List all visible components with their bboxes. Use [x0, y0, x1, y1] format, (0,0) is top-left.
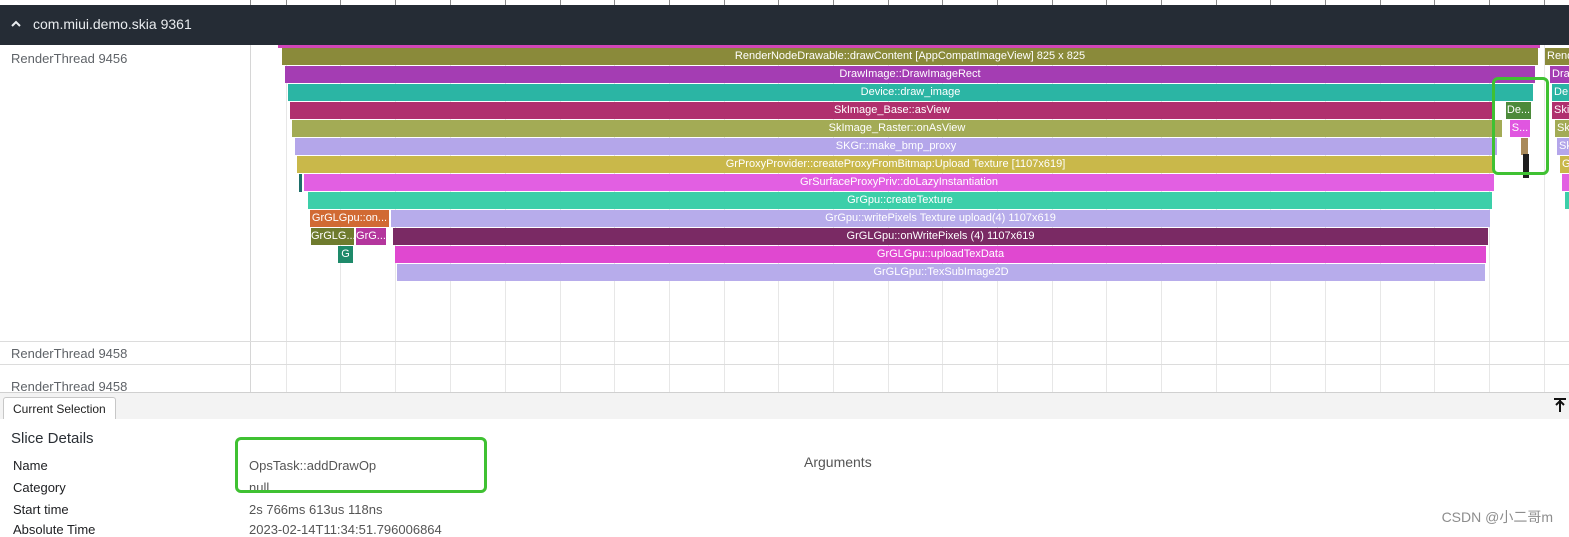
- slice-parent-thin[interactable]: [278, 45, 1540, 48]
- pin-top-icon[interactable]: [1553, 397, 1567, 413]
- ruler-tick: [1489, 0, 1490, 5]
- chevron-up-icon[interactable]: [10, 18, 22, 30]
- track-separator: [0, 341, 1569, 342]
- slice[interactable]: DrawImage::DrawImageRect: [285, 66, 1535, 83]
- detail-value-absolute-time: 2023-02-14T11:34:51.796006864: [249, 522, 442, 537]
- ruler-tick: [560, 0, 561, 5]
- thread-label: RenderThread 9458: [11, 346, 128, 361]
- track-separator: [0, 364, 1569, 365]
- ruler-tick: [340, 0, 341, 5]
- slice-tiny[interactable]: [1521, 138, 1528, 155]
- slice-small[interactable]: GrGLGpu::on...: [310, 210, 389, 227]
- ruler-tick: [450, 0, 451, 5]
- detail-label-category: Category: [13, 480, 66, 495]
- ruler-tick: [833, 0, 834, 5]
- slice[interactable]: Device::draw_image: [288, 84, 1533, 101]
- slice-edge[interactable]: [1562, 174, 1569, 191]
- ruler-tick: [888, 0, 889, 5]
- ruler-tick: [1544, 0, 1545, 5]
- slice-tiny[interactable]: [299, 174, 302, 192]
- ruler-tick: [942, 0, 943, 5]
- ruler-tick: [724, 0, 725, 5]
- ruler-tick: [1216, 0, 1217, 5]
- ruler-tick: [395, 0, 396, 5]
- slice[interactable]: RenderNodeDrawable::drawContent [AppComp…: [282, 48, 1538, 65]
- ruler-tick: [1161, 0, 1162, 5]
- ruler-tick: [997, 0, 998, 5]
- ruler-tick: [1380, 0, 1381, 5]
- slice-small[interactable]: GrG...: [356, 228, 386, 245]
- slice[interactable]: GrGpu::createTexture: [308, 192, 1492, 209]
- slice[interactable]: GrGLGpu::onWritePixels (4) 1107x619: [393, 228, 1488, 245]
- ruler-tick: [1325, 0, 1326, 5]
- detail-label-absolute-time: Absolute Time: [13, 522, 96, 537]
- timeline-ruler: [0, 0, 1569, 5]
- tab-current-selection[interactable]: Current Selection: [3, 397, 116, 420]
- highlight-box-name: [235, 437, 487, 493]
- slice[interactable]: GrGpu::writePixels Texture upload(4) 110…: [391, 210, 1490, 227]
- slice-edge[interactable]: Dra: [1550, 66, 1569, 83]
- slice-tiny[interactable]: [1523, 154, 1529, 178]
- thread-track-renderthread-9458-b[interactable]: RenderThread 9458: [0, 365, 1569, 394]
- ruler-tick: [250, 0, 251, 5]
- slice-edge[interactable]: G: [1560, 156, 1569, 173]
- thread-label: RenderThread 9458: [11, 379, 128, 394]
- process-title: com.miui.demo.skia 9361: [33, 16, 192, 32]
- grid-line: [286, 45, 287, 392]
- detail-value-name[interactable]: OpsTask::addDrawOp: [249, 458, 377, 473]
- process-track-header[interactable]: com.miui.demo.skia 9361: [0, 5, 1569, 45]
- slice[interactable]: GrGLGpu::uploadTexData: [395, 246, 1486, 263]
- slice-edge[interactable]: Sk: [1555, 120, 1569, 137]
- slice[interactable]: GrGLGpu::TexSubImage2D: [397, 264, 1485, 281]
- details-panel-header: Current Selection: [0, 392, 1569, 420]
- slice-small[interactable]: S...: [1510, 120, 1530, 137]
- arguments-title: Arguments: [804, 454, 872, 470]
- ruler-tick: [286, 0, 287, 5]
- detail-label-name: Name: [13, 458, 48, 473]
- slice-small[interactable]: De...: [1506, 102, 1531, 119]
- slice-edge[interactable]: [1565, 192, 1569, 209]
- slice-small[interactable]: GrGLG...: [311, 228, 354, 245]
- ruler-tick: [505, 0, 506, 5]
- thread-track-renderthread-9458[interactable]: RenderThread 9458: [0, 342, 1569, 364]
- highlight-box-slices: [1492, 77, 1549, 175]
- thread-label: RenderThread 9456: [11, 51, 128, 66]
- ruler-tick: [1270, 0, 1271, 5]
- ruler-tick: [669, 0, 670, 5]
- slice-edge[interactable]: Sk: [1557, 138, 1569, 155]
- ruler-tick: [1052, 0, 1053, 5]
- detail-label-start-time: Start time: [13, 502, 69, 517]
- grid-line: [1544, 45, 1545, 392]
- slice-details-title: Slice Details: [11, 430, 94, 447]
- watermark: CSDN @小二哥m: [1441, 509, 1553, 525]
- thread-track-renderthread-9456[interactable]: RenderThread 9456: [0, 45, 1569, 341]
- ruler-tick: [1434, 0, 1435, 5]
- track-label-divider: [250, 45, 251, 392]
- slice-edge[interactable]: De: [1552, 84, 1569, 101]
- slice[interactable]: GrProxyProvider::createProxyFromBitmap:U…: [297, 156, 1494, 173]
- ruler-tick: [1106, 0, 1107, 5]
- slice-edge[interactable]: Rend: [1545, 48, 1569, 65]
- ruler-tick: [778, 0, 779, 5]
- slice-edge[interactable]: Ski: [1552, 102, 1569, 119]
- slice[interactable]: SKGr::make_bmp_proxy: [295, 138, 1497, 155]
- slice-small[interactable]: G: [338, 246, 353, 263]
- ruler-tick: [614, 0, 615, 5]
- slice[interactable]: GrSurfaceProxyPriv::doLazyInstantiation: [304, 174, 1494, 191]
- detail-value-start-time[interactable]: 2s 766ms 613us 118ns: [249, 502, 383, 517]
- slice[interactable]: SkImage_Base::asView: [290, 102, 1494, 119]
- slice[interactable]: SkImage_Raster::onAsView: [292, 120, 1502, 137]
